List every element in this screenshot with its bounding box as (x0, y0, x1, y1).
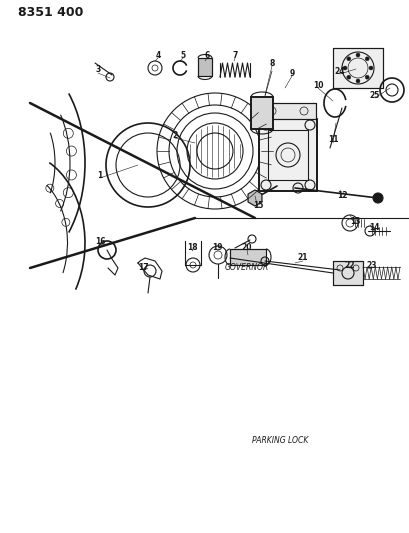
Circle shape (368, 66, 372, 70)
Polygon shape (247, 190, 261, 206)
Text: 8351 400: 8351 400 (18, 6, 83, 19)
Bar (332, 48, 382, 88)
Circle shape (364, 75, 368, 79)
Text: 3: 3 (95, 66, 100, 75)
Text: 18: 18 (186, 243, 197, 252)
Text: GOVERNOR: GOVERNOR (225, 263, 269, 272)
Text: 14: 14 (368, 223, 378, 232)
Text: 11: 11 (327, 135, 337, 144)
Bar (250, 97, 272, 129)
Text: 12: 12 (336, 190, 346, 199)
Text: 22: 22 (344, 261, 354, 270)
Text: 20: 20 (241, 243, 252, 252)
Text: 23: 23 (366, 261, 376, 270)
Bar (198, 58, 211, 76)
Text: 15: 15 (252, 200, 263, 209)
Bar (259, 103, 315, 119)
Text: 1: 1 (97, 171, 102, 180)
Text: 17: 17 (137, 263, 148, 272)
Circle shape (364, 57, 368, 61)
Text: 7: 7 (232, 51, 237, 60)
Bar (332, 261, 362, 285)
Text: 10: 10 (312, 80, 322, 90)
Bar (258, 119, 316, 191)
Bar (259, 103, 315, 119)
Bar (229, 249, 265, 265)
Text: PARKING LOCK: PARKING LOCK (251, 436, 308, 445)
Circle shape (342, 66, 346, 70)
Text: 21: 21 (297, 254, 308, 262)
Bar (229, 249, 265, 265)
Text: 24: 24 (334, 67, 344, 76)
Text: 19: 19 (211, 243, 222, 252)
Text: 5: 5 (180, 51, 185, 60)
Text: 25: 25 (369, 91, 379, 100)
Bar (198, 58, 211, 76)
Text: 9: 9 (289, 69, 294, 77)
Text: 13: 13 (349, 216, 360, 225)
Text: 4: 4 (155, 51, 160, 60)
Circle shape (346, 57, 350, 61)
Bar (258, 119, 316, 191)
Circle shape (355, 53, 359, 57)
Text: 6: 6 (204, 51, 209, 60)
Circle shape (372, 193, 382, 203)
Circle shape (346, 75, 350, 79)
Text: 2: 2 (172, 131, 177, 140)
Circle shape (355, 79, 359, 83)
Bar (250, 97, 272, 129)
Text: 8: 8 (269, 59, 274, 68)
Bar (332, 261, 362, 285)
Bar (267, 130, 307, 180)
Bar (332, 48, 382, 88)
Text: 16: 16 (94, 237, 105, 246)
